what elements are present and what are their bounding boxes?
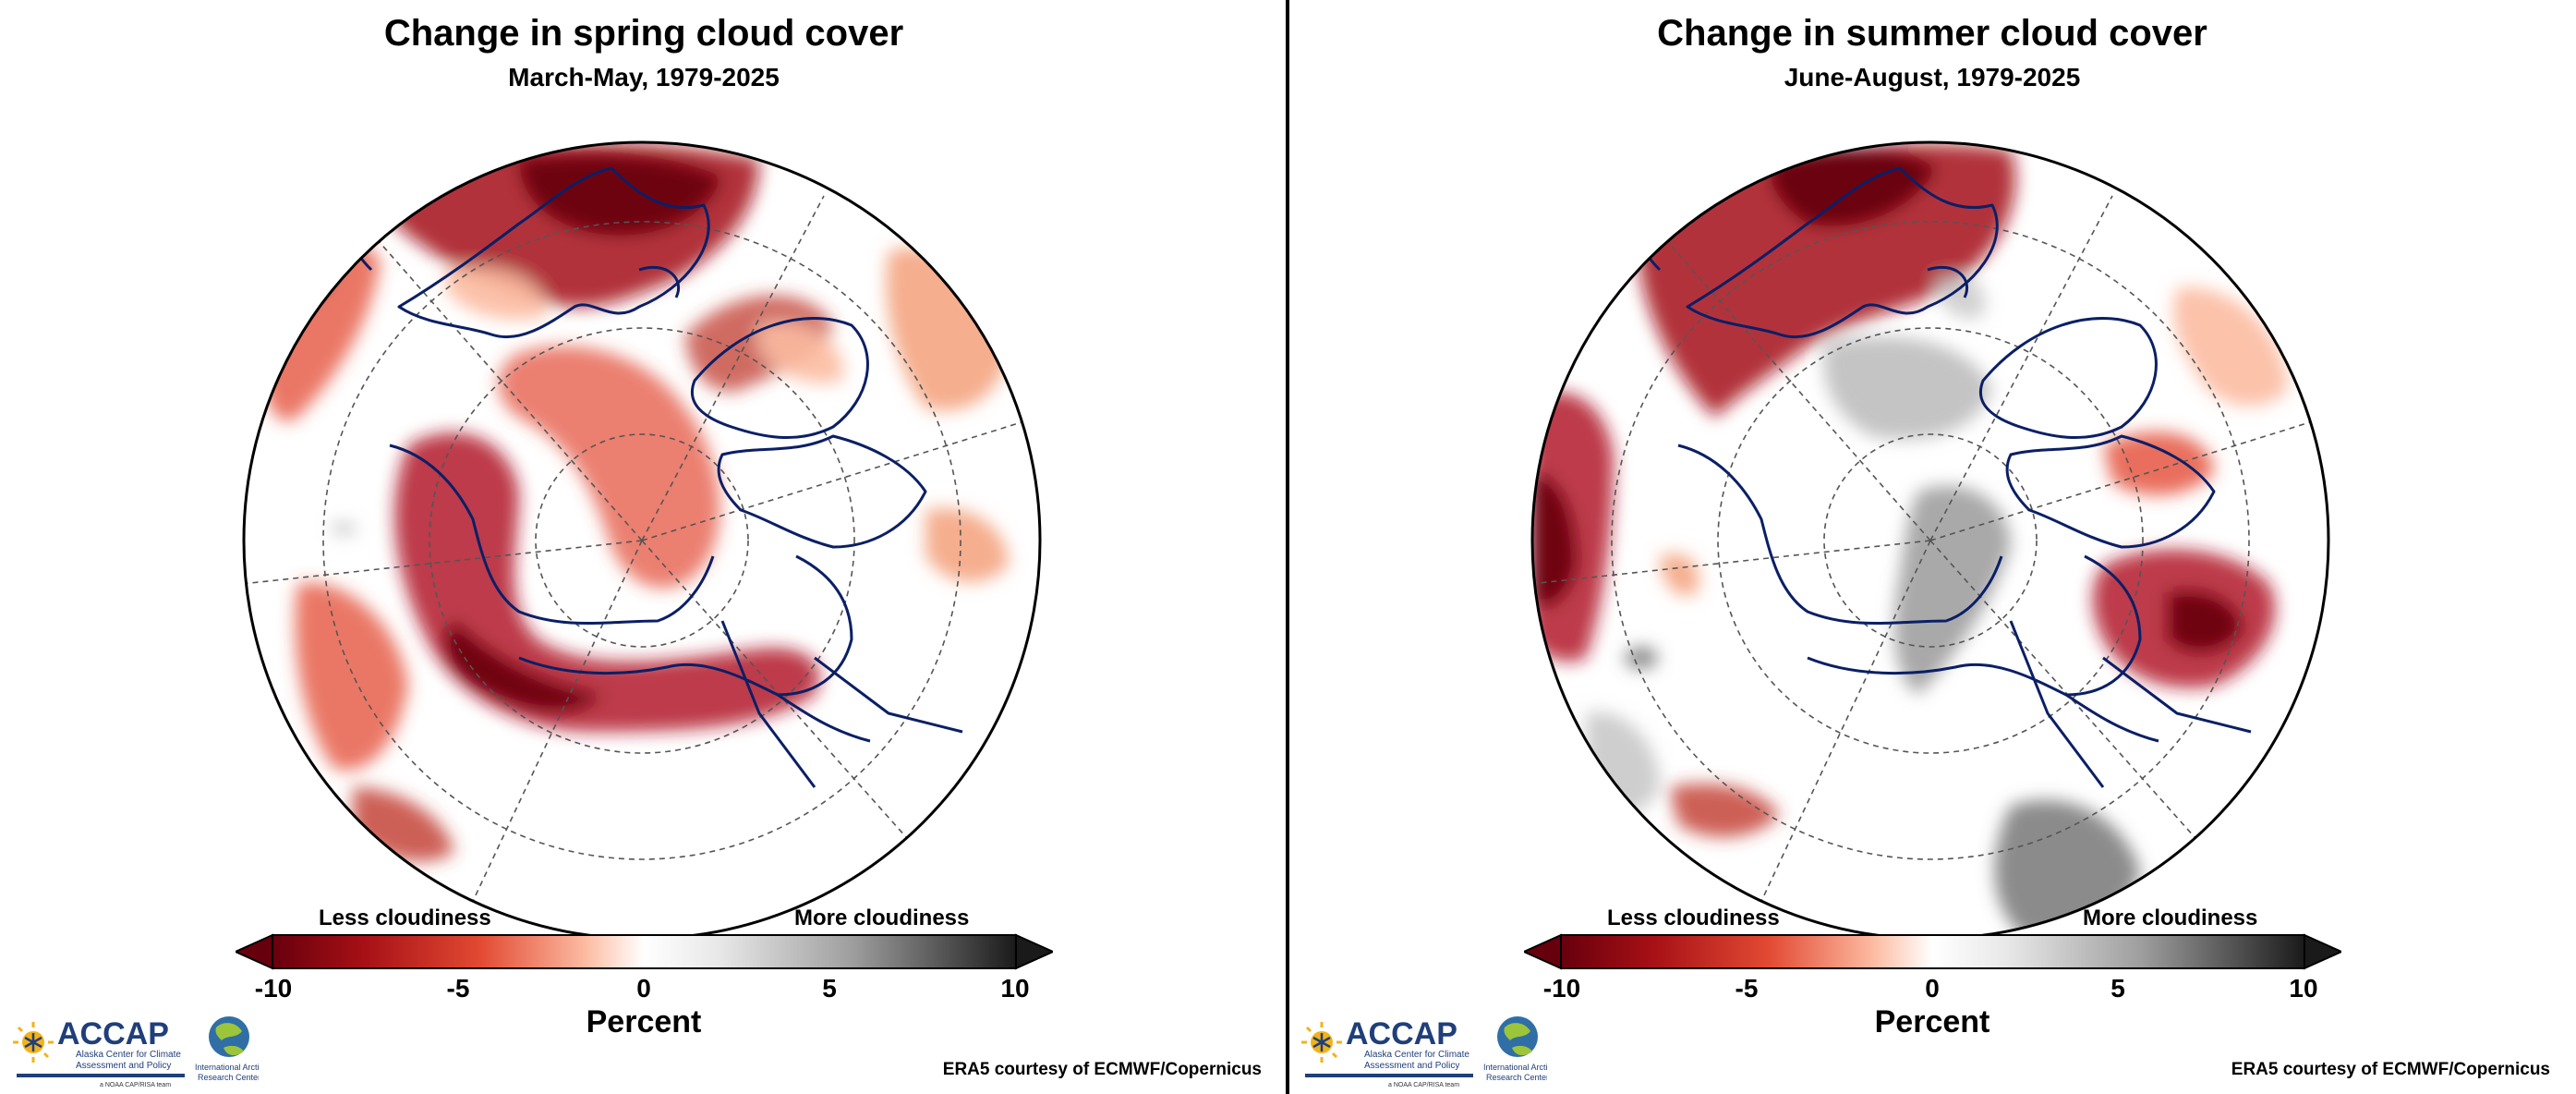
- anomaly-ne: [2173, 286, 2288, 407]
- coast-hudson: [777, 554, 853, 697]
- anomaly-bering: [1669, 784, 1780, 837]
- border-1: [720, 620, 816, 788]
- coast-greenland: [1978, 317, 2158, 439]
- accap-line1: Alaska Center for Climate: [76, 1050, 181, 1060]
- anomaly-small-1: [1660, 553, 1699, 596]
- data-credit: ERA5 courtesy of ECMWF/Copernicus: [2231, 1060, 2550, 1079]
- iarc-line1: International Arctic: [195, 1063, 259, 1072]
- colorbar-gradient: [1560, 934, 2305, 969]
- panel-divider: [1286, 0, 1289, 1094]
- less-cloudiness-label: Less cloudiness: [319, 906, 491, 930]
- tick-label: 0: [1925, 974, 1940, 1003]
- positive-gray-ne: [1937, 276, 1986, 319]
- iarc-line1: International Arctic: [1483, 1063, 1547, 1072]
- anomaly-pale-1: [445, 267, 547, 320]
- panel-spring: Change in spring cloud cover March-May, …: [13, 13, 1262, 1088]
- border-2: [814, 656, 963, 734]
- border-1: [2009, 620, 2105, 788]
- coastlines: [1639, 166, 2252, 788]
- globe-icon: [1497, 1016, 1538, 1057]
- tick-label: -5: [446, 974, 470, 1003]
- coast-alaska: [518, 656, 871, 743]
- coast-canada-arctic: [717, 434, 927, 549]
- coast-russia: [1677, 444, 2003, 625]
- coast-greenland: [690, 317, 869, 439]
- anomaly-ring-core: [444, 621, 602, 712]
- accap-iarc-logo: ACCAP Alaska Center for Climate Assessme…: [1301, 1016, 1547, 1088]
- accap-tag: a NOAA CAP/RISA team: [100, 1082, 171, 1088]
- colorbar-high-extend: [1015, 933, 1053, 970]
- colorbar: [1524, 933, 2341, 970]
- tick-label: -10: [254, 974, 293, 1003]
- positive-gray-dot: [1625, 647, 1658, 669]
- colorbar-units: Percent: [586, 1004, 702, 1039]
- accap-tag: a NOAA CAP/RISA team: [1388, 1082, 1459, 1088]
- anomaly-greenland-side: [2103, 432, 2214, 495]
- anomaly-pale-2: [759, 323, 844, 383]
- anomaly-e2: [925, 508, 1009, 583]
- map-title: Change in summer cloud cover: [1657, 13, 2207, 54]
- colorbar-high-extend: [2304, 933, 2341, 970]
- iarc-line2: Research Center: [1486, 1073, 1547, 1082]
- graticule: [244, 195, 1037, 939]
- tick-label: -10: [1542, 974, 1581, 1003]
- colorbar: [236, 933, 1053, 970]
- map-subtitle: March-May, 1979-2025: [508, 63, 780, 91]
- colorbar-low-extend: [1524, 933, 1562, 970]
- anomaly-n-atlantic-core: [279, 250, 334, 301]
- border-2: [2102, 656, 2252, 734]
- coast-scandinavia: [1686, 166, 1999, 339]
- more-cloudiness-label: More cloudiness: [794, 906, 970, 930]
- accap-line2: Assessment and Policy: [76, 1061, 171, 1071]
- accap-wordmark: ACCAP: [57, 1016, 169, 1051]
- coast-alaska: [1807, 656, 2159, 743]
- coast-canada-arctic: [2005, 434, 2216, 549]
- globe-icon: [209, 1016, 249, 1057]
- coast-misc-1: [1927, 265, 1969, 298]
- iarc-line2: Research Center: [198, 1073, 259, 1082]
- polar-map-summer: [1530, 140, 2330, 941]
- positive-gray-central: [1823, 336, 1992, 440]
- positive-gray-mid: [1894, 485, 2011, 695]
- map-title: Change in spring cloud cover: [383, 13, 904, 54]
- tick-label: 10: [2289, 974, 2318, 1003]
- data-credit: ERA5 courtesy of ECMWF/Copernicus: [942, 1060, 1262, 1079]
- tick-label: 5: [822, 974, 837, 1003]
- tick-label: 5: [2110, 974, 2125, 1003]
- coast-scandinavia: [397, 166, 710, 339]
- accap-line2: Assessment and Policy: [1364, 1061, 1459, 1071]
- panel-summer: Change in summer cloud cover June-August…: [1288, 0, 2576, 1094]
- positive-gray-small: [331, 523, 357, 534]
- polar-map-spring: [242, 140, 1042, 941]
- accap-wordmark: ACCAP: [1346, 1016, 1457, 1051]
- coast-russia: [389, 444, 715, 625]
- anomaly-west-core: [1532, 473, 1577, 606]
- coastlines: [350, 166, 963, 788]
- coast-misc-1: [638, 265, 681, 298]
- tick-label: 0: [636, 974, 651, 1003]
- sun-snowflake-icon: [13, 1022, 54, 1063]
- less-cloudiness-label: Less cloudiness: [1607, 906, 1780, 930]
- tick-label: -5: [1735, 974, 1759, 1003]
- colorbar-units: Percent: [1874, 1004, 1990, 1039]
- anomaly-europe-core: [1770, 147, 1937, 226]
- anomaly-central-arc: [498, 346, 720, 589]
- more-cloudiness-label: More cloudiness: [2083, 906, 2258, 930]
- anomaly-sw: [295, 582, 408, 771]
- map-subtitle: June-August, 1979-2025: [1784, 63, 2081, 91]
- coast-hudson: [2065, 554, 2142, 697]
- accap-iarc-logo: ACCAP Alaska Center for Climate Assessme…: [13, 1016, 259, 1088]
- anomaly-europe: [1638, 143, 2016, 418]
- colorbar-low-extend: [236, 933, 273, 970]
- anomaly-canada-core: [2168, 590, 2242, 652]
- anomaly-europe-core: [519, 154, 722, 236]
- sun-snowflake-icon: [1301, 1022, 1342, 1063]
- colorbar-gradient: [272, 934, 1017, 969]
- tick-label: 10: [1000, 974, 1030, 1003]
- accap-line1: Alaska Center for Climate: [1364, 1050, 1469, 1060]
